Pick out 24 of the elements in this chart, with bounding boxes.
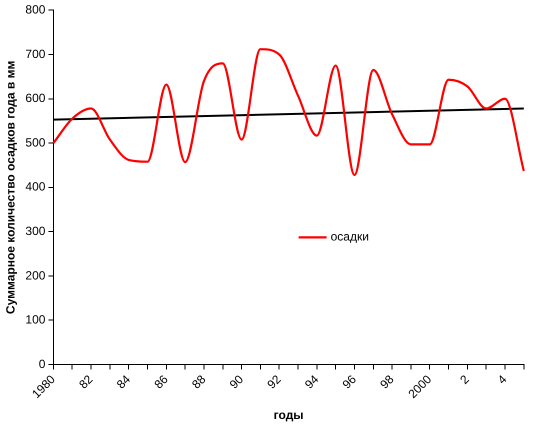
y-axis-title: Суммарное количество осадков года в мм bbox=[4, 60, 18, 314]
y-tick-label: 700 bbox=[25, 46, 46, 61]
x-axis-title: годы bbox=[274, 408, 304, 422]
y-tick-label: 200 bbox=[25, 268, 46, 282]
x-tick-label: 96 bbox=[340, 372, 360, 392]
y-tick-label: 800 bbox=[25, 2, 46, 17]
x-tick-label: 84 bbox=[114, 372, 134, 392]
x-tick-label: 94 bbox=[302, 372, 322, 392]
x-tick-label: 82 bbox=[76, 372, 96, 392]
legend-label: осадки bbox=[330, 230, 369, 244]
y-tick-label: 100 bbox=[25, 312, 46, 327]
x-tick-label: 90 bbox=[226, 372, 246, 392]
y-tick-label: 0 bbox=[38, 356, 46, 371]
x-tick-label: 92 bbox=[264, 372, 284, 392]
y-tick-label: 500 bbox=[25, 135, 46, 150]
line-series bbox=[52, 48, 525, 176]
x-tick-label: 88 bbox=[189, 372, 209, 392]
y-tick-label: 600 bbox=[25, 91, 46, 106]
x-tick-label: 2 bbox=[457, 372, 472, 387]
y-tick-label: 400 bbox=[25, 180, 46, 194]
x-tick-label: 86 bbox=[151, 372, 172, 392]
x-tick-label: 4 bbox=[494, 372, 510, 387]
x-tick-label: 98 bbox=[377, 372, 397, 392]
y-tick-label: 300 bbox=[25, 224, 46, 238]
